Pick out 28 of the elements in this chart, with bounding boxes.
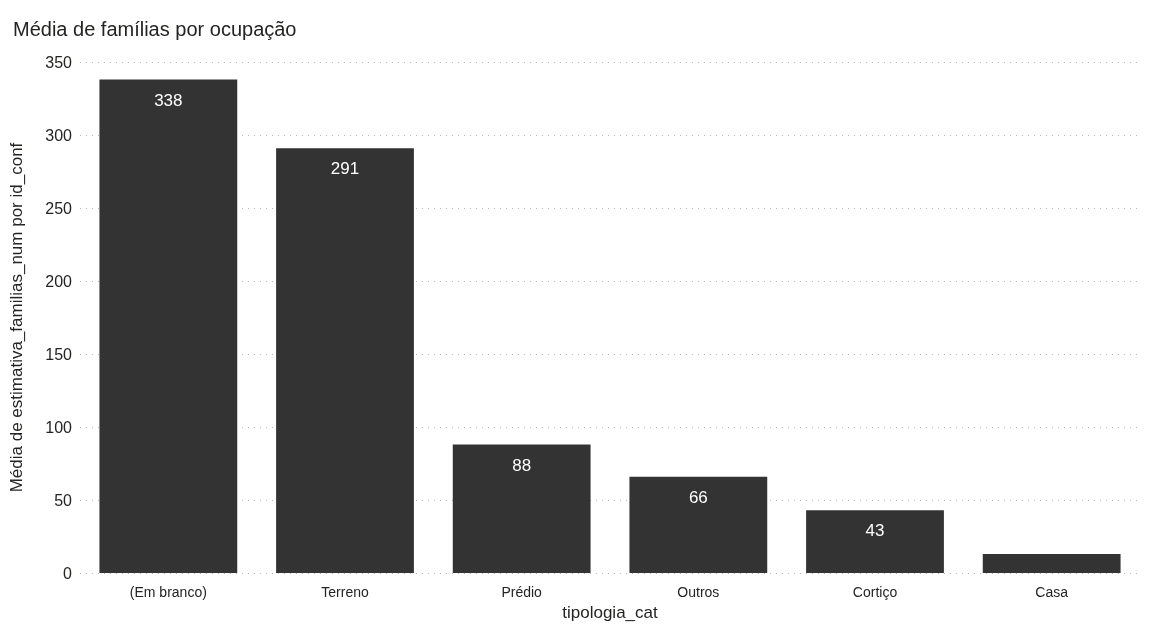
bar: [452, 444, 591, 573]
bar: [99, 79, 238, 573]
y-tick-label: 100: [45, 418, 73, 436]
data-label: 66: [688, 487, 708, 507]
x-tick-label: Terreno: [321, 584, 369, 600]
y-axis-title: Média de estimativa_familias_num por id_conf: [7, 142, 26, 493]
data-label: 43: [865, 521, 885, 541]
y-tick-label: 150: [45, 345, 73, 363]
data-label: 88: [512, 455, 532, 475]
y-tick-label: 200: [45, 272, 73, 290]
y-tick-label: 300: [45, 126, 73, 144]
bar: [276, 148, 414, 573]
y-tick-label: 350: [45, 53, 73, 71]
x-tick-label: Casa: [1035, 584, 1069, 600]
y-tick-label: 50: [54, 491, 73, 509]
data-label: 291: [330, 159, 360, 179]
data-label: 338: [154, 90, 183, 110]
x-tick-label: Prédio: [501, 584, 543, 600]
x-tick-label: Outros: [677, 584, 720, 600]
bar: [629, 476, 768, 573]
y-tick-label: 250: [45, 199, 73, 217]
bar: [982, 554, 1121, 573]
x-tick-label: (Em branco): [129, 584, 207, 600]
chart-title: Média de famílias por ocupação: [13, 18, 297, 40]
bar: [806, 510, 944, 573]
x-tick-label: Cortiço: [852, 584, 898, 600]
x-axis-title: tipologia_cat: [562, 602, 658, 622]
y-tick-label: 0: [63, 564, 73, 582]
